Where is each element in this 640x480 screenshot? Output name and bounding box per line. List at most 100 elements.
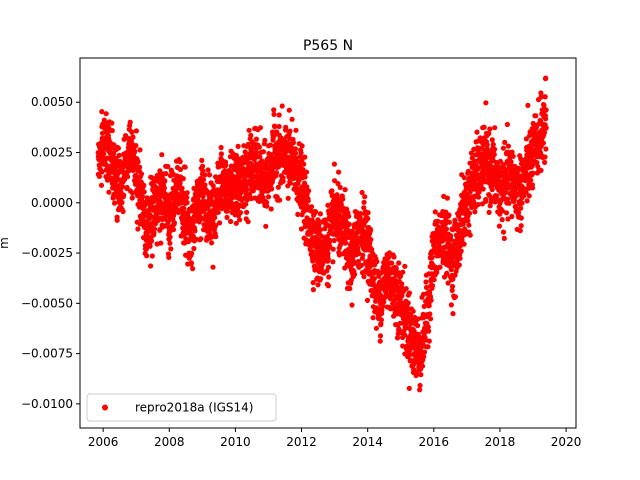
data-point <box>120 208 126 215</box>
data-point <box>501 235 507 241</box>
data-point <box>365 216 371 222</box>
data-point <box>165 219 171 225</box>
data-point <box>171 220 177 226</box>
data-point <box>302 174 308 180</box>
data-point <box>325 264 332 270</box>
data-point <box>257 125 263 131</box>
data-point <box>396 260 402 266</box>
data-point <box>523 169 529 175</box>
data-point <box>257 154 263 160</box>
data-point <box>458 248 464 254</box>
data-point <box>499 208 505 214</box>
data-point <box>223 162 229 168</box>
data-point <box>217 220 223 226</box>
data-point <box>158 240 164 246</box>
data-point <box>415 316 421 322</box>
data-point <box>116 152 122 158</box>
data-point <box>299 143 305 149</box>
data-point <box>533 124 540 131</box>
data-point <box>467 210 473 216</box>
data-point <box>327 237 333 244</box>
data-point <box>151 226 158 232</box>
data-point <box>432 209 438 215</box>
legend-label: repro2018a (IGS14) <box>135 401 253 415</box>
data-point <box>161 185 167 191</box>
data-point <box>446 212 452 218</box>
data-point <box>524 198 530 204</box>
data-point <box>168 246 174 252</box>
data-point <box>260 149 266 155</box>
data-point <box>256 144 262 150</box>
x-tick-label: 2020 <box>551 435 582 449</box>
data-point <box>417 382 423 389</box>
data-point <box>310 287 316 293</box>
data-point <box>526 185 532 191</box>
data-point <box>415 331 421 337</box>
data-point <box>277 197 283 203</box>
data-point <box>487 126 493 132</box>
data-point <box>293 127 299 133</box>
data-point <box>426 303 432 309</box>
data-point <box>295 211 301 217</box>
data-point <box>472 209 478 215</box>
data-point <box>503 210 510 216</box>
data-point <box>543 146 549 152</box>
data-point <box>124 184 130 191</box>
data-point <box>263 223 269 229</box>
data-point <box>330 259 336 265</box>
data-point <box>109 128 115 134</box>
data-point <box>167 234 173 240</box>
data-point <box>362 194 368 200</box>
data-point <box>396 326 402 332</box>
data-point <box>386 254 392 260</box>
y-tick-label: −0.0025 <box>21 246 73 260</box>
data-point <box>428 297 434 303</box>
data-point <box>474 129 480 135</box>
data-point <box>518 215 524 221</box>
y-tick-label: 0.0025 <box>31 146 73 160</box>
data-point <box>448 233 454 239</box>
data-point <box>445 280 451 286</box>
data-point <box>468 150 474 156</box>
data-point <box>486 130 492 137</box>
data-point <box>443 226 449 232</box>
data-point <box>505 216 511 222</box>
data-point <box>200 163 206 169</box>
data-point <box>491 151 497 158</box>
data-point <box>397 320 403 326</box>
data-point <box>301 161 307 167</box>
data-point <box>198 236 204 242</box>
y-tick-label: 0.0050 <box>31 95 73 109</box>
data-point <box>287 180 293 186</box>
x-axis: 2006 2008 2010 2012 2014 2016 2018 2020 <box>88 428 581 449</box>
data-point <box>215 209 221 215</box>
data-point <box>461 175 467 181</box>
data-point <box>535 164 541 170</box>
data-point <box>313 209 319 215</box>
data-point <box>162 178 168 184</box>
data-point <box>135 226 141 232</box>
data-point <box>298 226 305 232</box>
data-point <box>517 228 523 234</box>
data-point <box>446 219 452 225</box>
data-point <box>378 321 384 327</box>
data-point <box>400 343 406 349</box>
data-point <box>273 170 280 176</box>
data-point <box>476 194 482 200</box>
data-point <box>361 205 367 211</box>
data-point <box>202 172 208 178</box>
data-point <box>115 145 121 151</box>
data-point <box>269 186 275 192</box>
data-point <box>406 385 412 391</box>
data-point <box>276 123 282 130</box>
data-point <box>477 135 483 141</box>
plot-frame <box>79 57 577 429</box>
data-point <box>483 100 489 106</box>
data-point <box>343 240 349 246</box>
data-point <box>253 136 259 142</box>
x-tick-label: 2012 <box>286 435 317 449</box>
data-point <box>301 180 308 186</box>
data-point <box>245 219 251 225</box>
data-point <box>413 370 419 376</box>
data-point <box>499 217 505 223</box>
